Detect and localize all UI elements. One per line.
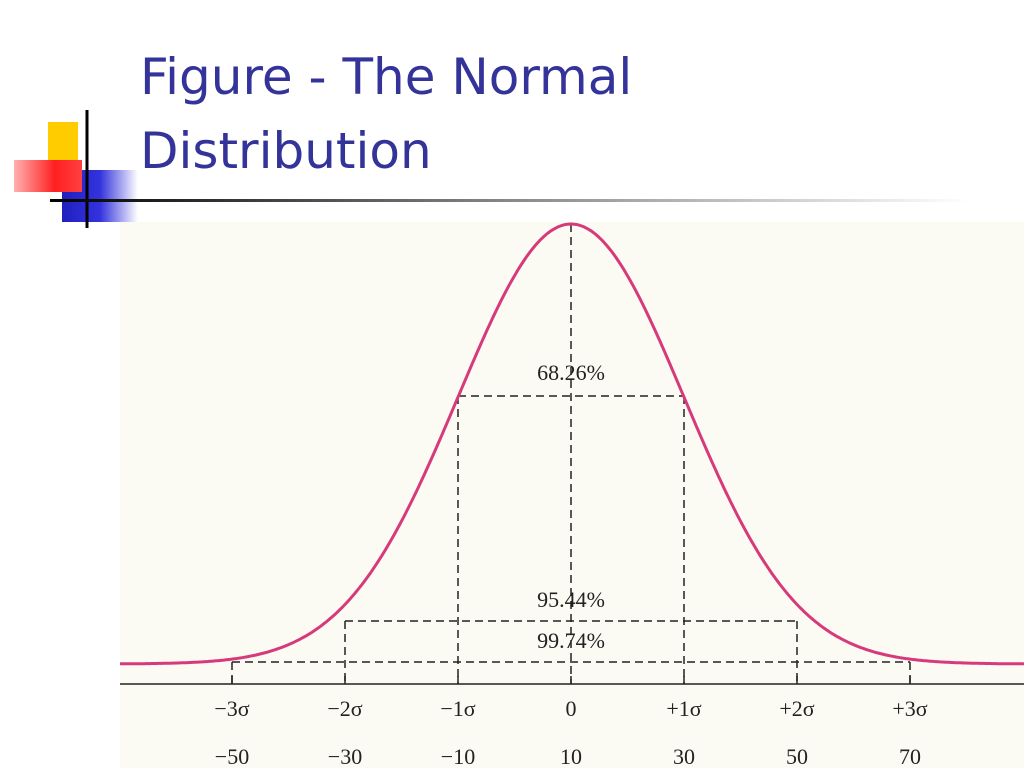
sigma-label: +1σ [666, 696, 701, 721]
value-label: −50 [215, 744, 249, 768]
value-label: 70 [899, 744, 921, 768]
value-label: 50 [786, 744, 808, 768]
figure-background [120, 222, 1024, 768]
sigma-label: +3σ [892, 696, 927, 721]
decoration [14, 110, 970, 228]
sigma-label: −1σ [440, 696, 475, 721]
sigma-label: 0 [566, 696, 577, 721]
normal-figure: 68.26% 95.44% 99.74% −3σ −50 −2σ −30 −1σ −10 0 10 +… [120, 222, 1024, 768]
percent-label: 95.44% [537, 587, 605, 612]
normal-curve [120, 222, 1024, 666]
value-label: −10 [441, 744, 475, 768]
sigma-label: −3σ [214, 696, 249, 721]
value-label: −30 [328, 744, 362, 768]
percent-label: 68.26% [537, 360, 605, 385]
value-label: 30 [673, 744, 695, 768]
title-line: Distribution [140, 122, 432, 180]
value-label: 10 [560, 744, 582, 768]
sigma-label: −2σ [327, 696, 362, 721]
percent-label: 99.74% [537, 628, 605, 653]
title-line: Figure - The Normal [140, 48, 632, 106]
sigma-label: +2σ [779, 696, 814, 721]
